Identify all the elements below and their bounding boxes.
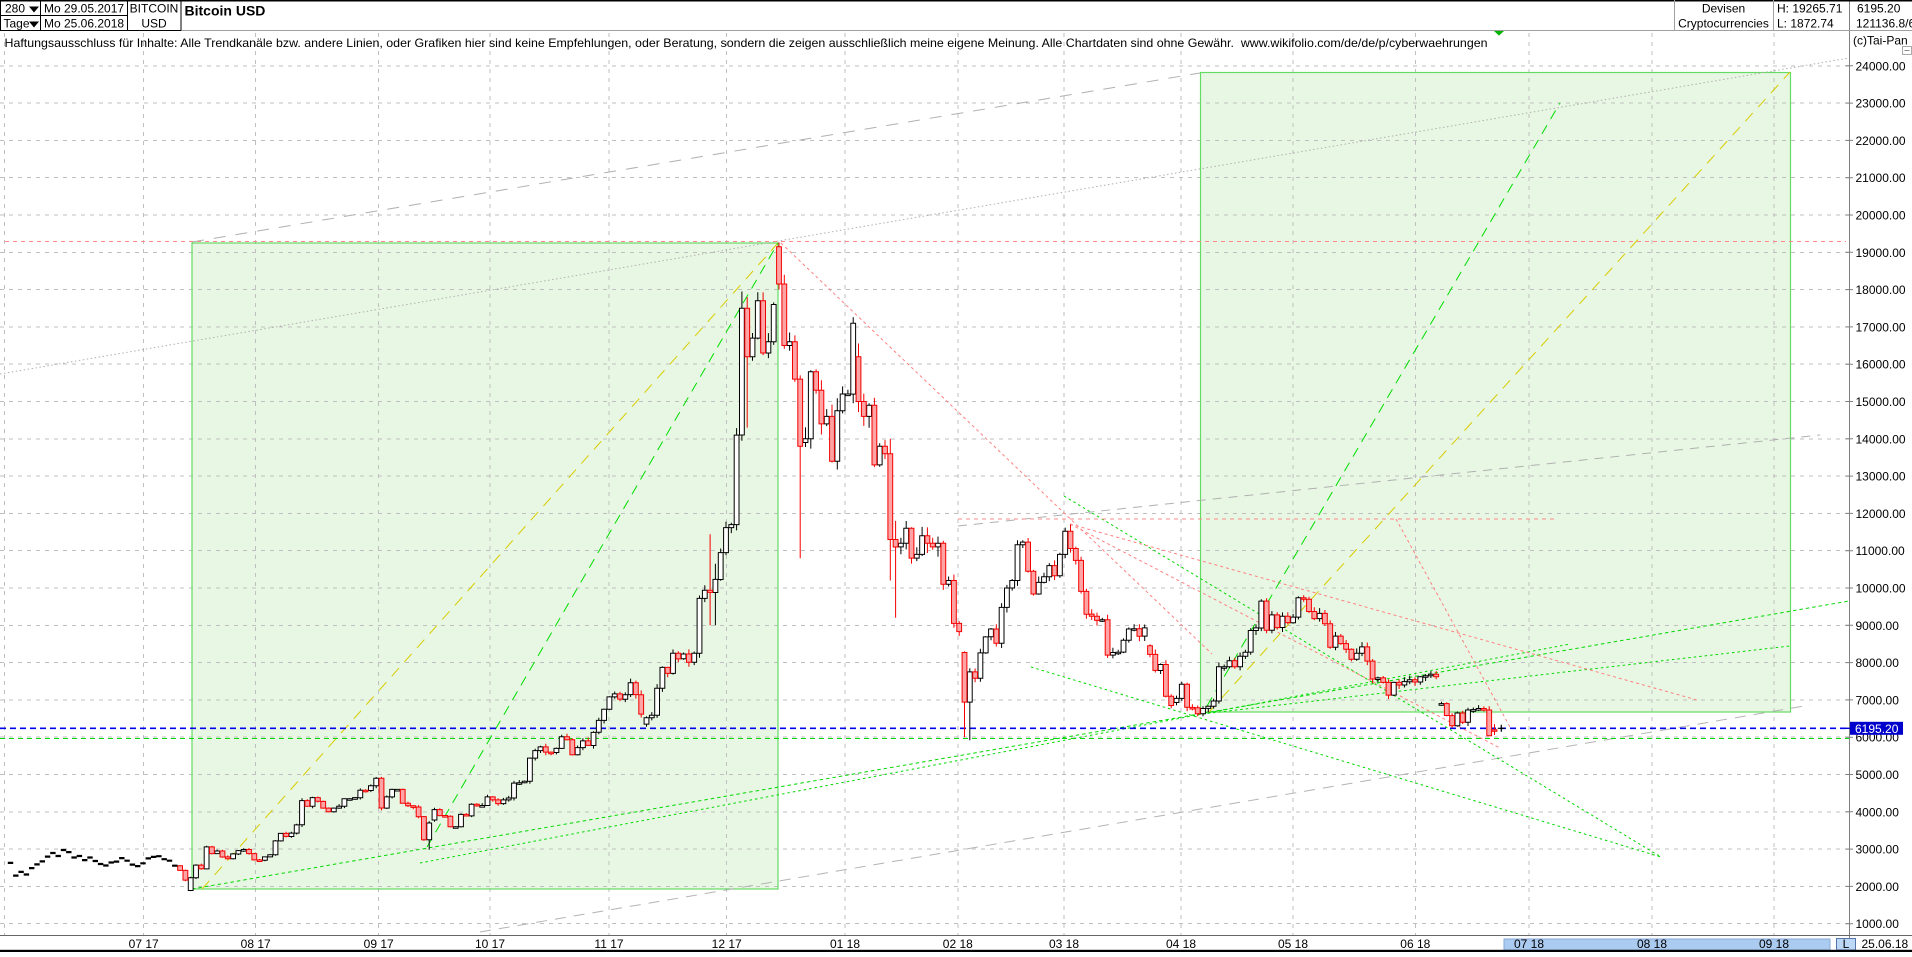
svg-text:1000.00: 1000.00 xyxy=(1856,917,1900,931)
svg-text:20000.00: 20000.00 xyxy=(1856,209,1906,223)
svg-text:6195.20: 6195.20 xyxy=(1857,2,1901,16)
svg-text:14000.00: 14000.00 xyxy=(1856,432,1906,446)
svg-text:09 18: 09 18 xyxy=(1759,937,1789,951)
svg-text:Devisen: Devisen xyxy=(1702,2,1745,16)
svg-text:08 17: 08 17 xyxy=(241,937,271,951)
svg-text:12 17: 12 17 xyxy=(712,937,742,951)
svg-text:6195.20: 6195.20 xyxy=(1855,722,1899,736)
svg-text:7000.00: 7000.00 xyxy=(1856,693,1900,707)
svg-text:02 18: 02 18 xyxy=(943,937,973,951)
svg-text:121136.8/6: 121136.8/6 xyxy=(1856,17,1912,31)
svg-text:3000.00: 3000.00 xyxy=(1856,843,1900,857)
svg-text:Cryptocurrencies: Cryptocurrencies xyxy=(1678,17,1769,31)
svg-text:4000.00: 4000.00 xyxy=(1856,805,1900,819)
svg-text:18000.00: 18000.00 xyxy=(1856,283,1906,297)
svg-text:2000.00: 2000.00 xyxy=(1856,880,1900,894)
svg-text:(c)Tai-Pan: (c)Tai-Pan xyxy=(1853,34,1908,48)
svg-text:15000.00: 15000.00 xyxy=(1856,395,1906,409)
svg-text:07 17: 07 17 xyxy=(129,937,159,951)
svg-text:L: L xyxy=(1843,937,1850,951)
svg-text:03 18: 03 18 xyxy=(1049,937,1079,951)
svg-text:11 17: 11 17 xyxy=(594,937,623,951)
svg-text:Tage: Tage xyxy=(4,17,30,31)
svg-text:H: 19265.71: H: 19265.71 xyxy=(1777,2,1843,16)
svg-text:07 18: 07 18 xyxy=(1514,937,1544,951)
svg-text:01 18: 01 18 xyxy=(830,937,860,951)
svg-text:08 18: 08 18 xyxy=(1637,937,1667,951)
svg-text:12000.00: 12000.00 xyxy=(1856,507,1906,521)
svg-text:280: 280 xyxy=(5,2,25,16)
svg-text:Mo 29.05.2017: Mo 29.05.2017 xyxy=(44,2,124,16)
svg-text:19000.00: 19000.00 xyxy=(1856,246,1906,260)
svg-text:Bitcoin USD: Bitcoin USD xyxy=(185,3,266,19)
svg-text:10000.00: 10000.00 xyxy=(1856,582,1906,596)
svg-text:25.06.18: 25.06.18 xyxy=(1862,937,1909,951)
svg-text:04 18: 04 18 xyxy=(1166,937,1196,951)
svg-text:10 17: 10 17 xyxy=(475,937,505,951)
svg-text:23000.00: 23000.00 xyxy=(1856,97,1906,111)
svg-text:05 18: 05 18 xyxy=(1278,937,1308,951)
svg-text:21000.00: 21000.00 xyxy=(1856,171,1906,185)
svg-text:9000.00: 9000.00 xyxy=(1856,619,1900,633)
svg-text:8000.00: 8000.00 xyxy=(1856,656,1900,670)
svg-text:5000.00: 5000.00 xyxy=(1856,768,1900,782)
svg-text:BITCOIN: BITCOIN xyxy=(130,2,179,16)
svg-text:06 18: 06 18 xyxy=(1400,937,1430,951)
svg-text:22000.00: 22000.00 xyxy=(1856,134,1906,148)
svg-text:USD: USD xyxy=(141,17,167,31)
svg-text:11000.00: 11000.00 xyxy=(1856,544,1905,558)
svg-text:13000.00: 13000.00 xyxy=(1856,470,1906,484)
svg-text:Haftungsausschluss für Inhalte: Haftungsausschluss für Inhalte: Alle Tre… xyxy=(5,36,1488,50)
svg-text:L: 1872.74: L: 1872.74 xyxy=(1777,17,1834,31)
svg-text:17000.00: 17000.00 xyxy=(1856,320,1906,334)
svg-text:09 17: 09 17 xyxy=(364,937,394,951)
svg-text:16000.00: 16000.00 xyxy=(1856,358,1906,372)
svg-text:24000.00: 24000.00 xyxy=(1856,59,1906,73)
svg-text:Mo 25.06.2018: Mo 25.06.2018 xyxy=(44,17,124,31)
